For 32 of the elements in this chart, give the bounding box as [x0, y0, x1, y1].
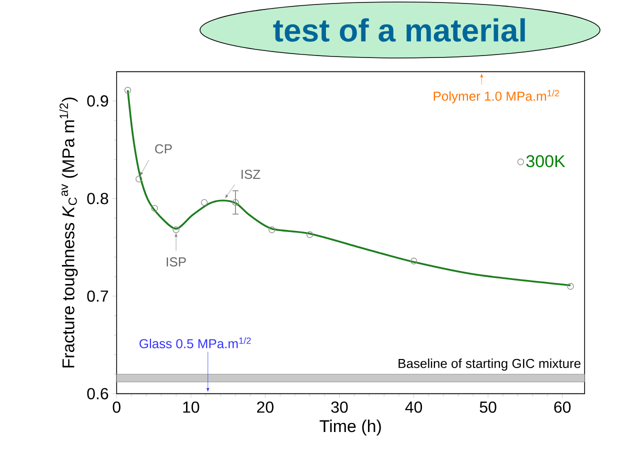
x-tick-label: 50 — [480, 401, 496, 413]
point — [200, 199, 208, 206]
annotation: Polymer 1.0 MPa.m$^{1/2}$ — [434, 90, 560, 104]
point — [232, 199, 239, 206]
point — [268, 226, 276, 234]
point — [151, 204, 158, 212]
point — [172, 226, 180, 234]
annotation: ISP — [166, 257, 186, 266]
y-tick-label: 0.9 — [87, 95, 108, 107]
chart-title: test of a material — [273, 18, 525, 42]
point — [136, 176, 142, 182]
point — [124, 86, 132, 94]
point — [567, 283, 574, 290]
y-tick-label: 0.6 — [87, 388, 108, 400]
line-series — [126, 89, 572, 286]
y-axis-title: Fracture toughness K$_{C}$$^{av}$ (MPa m$^{1/2}$) — [59, 98, 78, 368]
x-axis-title: Time (h) — [320, 420, 381, 436]
annotation: ISZ — [242, 170, 260, 179]
x-tick-label: 10 — [183, 401, 200, 413]
annotation: Glass 0.5 MPa.m$^{1/2}$ — [140, 337, 251, 348]
x-tick-label: 30 — [331, 401, 348, 413]
point — [410, 258, 418, 264]
y-tick-label: 0.7 — [87, 290, 108, 302]
x-tick-label: 20 — [257, 401, 274, 413]
annotation: CP — [155, 144, 172, 154]
x-tick-label: 40 — [405, 401, 422, 413]
x-tick-label: 0 — [112, 401, 120, 413]
band-label: Baseline of starting GIC mixture — [398, 358, 580, 371]
legend-label: 300K — [526, 155, 566, 168]
x-tick-label: 60 — [554, 401, 571, 413]
point — [306, 231, 314, 238]
y-tick-label: 0.8 — [87, 192, 108, 204]
